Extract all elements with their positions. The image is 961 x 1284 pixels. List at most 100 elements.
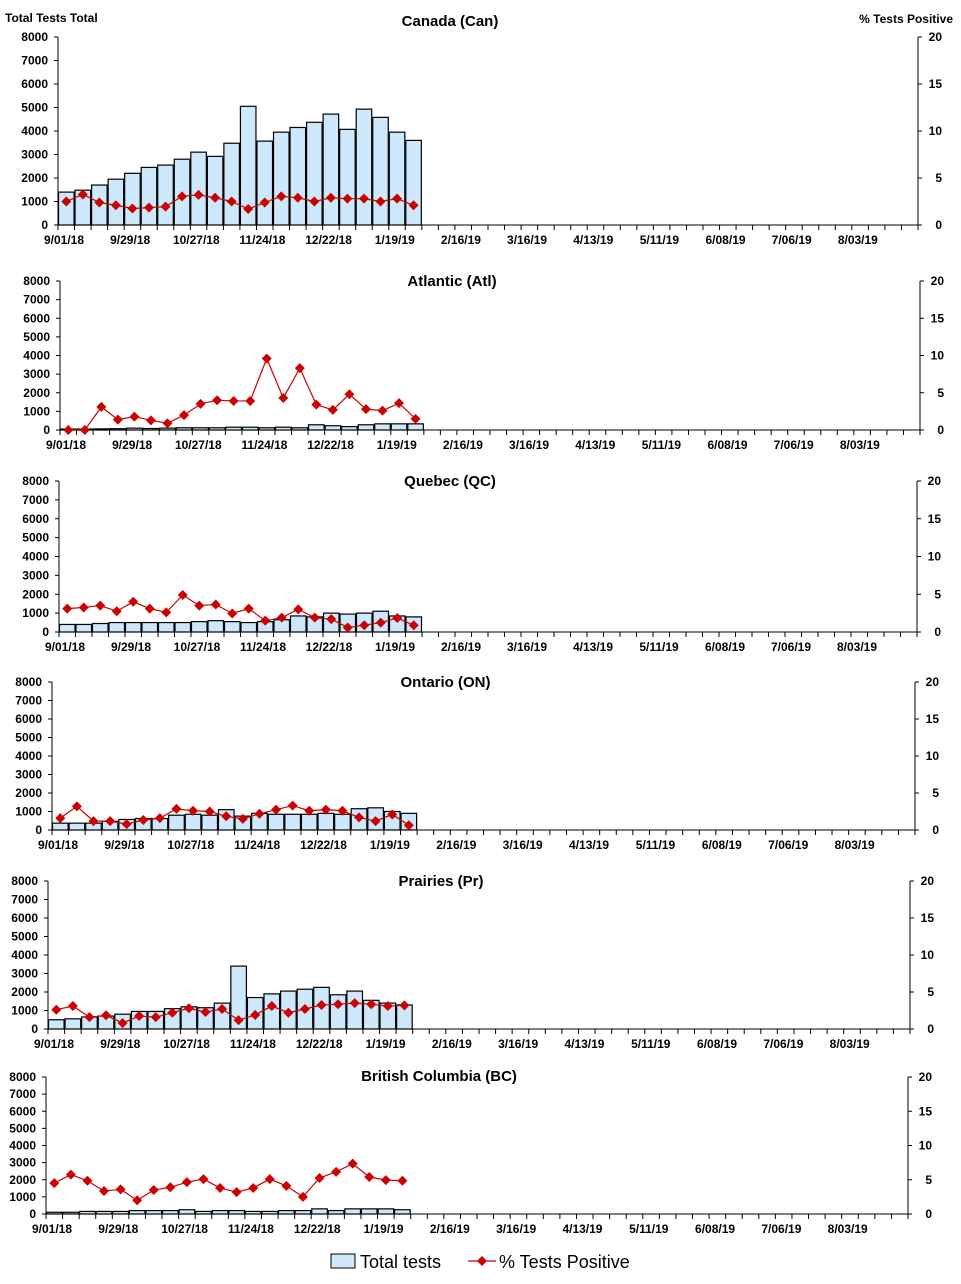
x-tick-label: 1/19/19 (366, 1037, 406, 1051)
bar-total-tests (324, 425, 342, 431)
point-pct-positive (200, 1006, 211, 1017)
x-tick-label: 11/24/18 (230, 1037, 276, 1051)
point-pct-positive (294, 363, 305, 374)
bar-total-tests (51, 822, 69, 831)
x-tick-label: 12/22/18 (307, 438, 354, 452)
chart-panel: Canada (Can) 0 1000 2000 3000 4000 5000 6000 700… (21, 13, 942, 247)
point-pct-positive (195, 398, 206, 409)
x-tick-label: 5/11/19 (631, 1037, 671, 1051)
point-pct-positive (304, 805, 315, 816)
x-tick-label: 2/16/19 (430, 1222, 470, 1236)
x-tick-label: 12/22/18 (296, 1037, 343, 1051)
bar-total-tests (405, 139, 422, 226)
x-tick-label: 11/24/18 (241, 438, 287, 452)
point-pct-positive (245, 395, 256, 406)
y2-tick-label: 0 (935, 218, 942, 232)
bar-total-tests (289, 126, 307, 226)
point-pct-positive (204, 806, 215, 817)
point-pct-positive (111, 606, 122, 617)
y2-tick-label: 5 (927, 985, 934, 999)
x-tick-label: 2/16/19 (443, 438, 483, 452)
y2-tick-label: 5 (932, 786, 939, 800)
x-tick-label: 9/29/18 (110, 233, 150, 247)
x-tick-label: 5/11/19 (640, 233, 680, 247)
x-tick-label: 12/22/18 (305, 233, 352, 247)
x-tick-label: 9/01/18 (45, 640, 85, 654)
y-tick-label: 1000 (23, 404, 50, 418)
point-pct-positive (260, 615, 271, 626)
point-pct-positive (360, 404, 371, 415)
bar-total-tests (339, 128, 356, 226)
point-pct-positive (198, 1174, 209, 1185)
point-pct-positive (316, 999, 327, 1010)
x-tick-label: 9/01/18 (32, 1222, 72, 1236)
point-pct-positive (392, 193, 403, 204)
y-tick-label: 7000 (15, 694, 42, 708)
point-pct-positive (403, 820, 414, 831)
y-tick-label: 2000 (11, 985, 38, 999)
point-pct-positive (370, 816, 381, 827)
point-pct-positive (227, 608, 238, 619)
point-pct-positive (221, 811, 232, 822)
x-tick-label: 6/08/19 (708, 438, 748, 452)
bar-total-tests (124, 621, 142, 633)
legend: Total tests % Tests Positive (330, 1252, 630, 1272)
bar-total-tests (228, 1209, 246, 1215)
point-pct-positive (248, 1182, 259, 1193)
point-pct-positive (333, 999, 344, 1010)
bar-total-tests (305, 121, 323, 226)
x-tick-label: 4/13/19 (569, 838, 609, 852)
point-pct-positive (254, 808, 265, 819)
x-tick-label: 3/16/19 (496, 1222, 536, 1236)
point-pct-positive (138, 815, 149, 826)
bar-total-tests (223, 621, 241, 633)
bar-total-tests (64, 1018, 82, 1030)
bar-total-tests (223, 142, 241, 226)
bar-total-tests (140, 166, 158, 226)
bar-total-tests (206, 155, 224, 226)
point-pct-positive (347, 1158, 358, 1169)
y-tick-label: 4000 (9, 1139, 36, 1153)
x-tick-label: 8/03/19 (838, 233, 878, 247)
bar-total-tests (360, 1208, 378, 1215)
bar-total-tests (334, 813, 351, 831)
x-tick-label: 2/16/19 (432, 1037, 472, 1051)
point-pct-positive (231, 1187, 242, 1198)
point-pct-positive (342, 193, 353, 204)
point-pct-positive (327, 404, 338, 415)
y-tick-label: 3000 (22, 568, 49, 582)
bar-total-tests (58, 623, 76, 633)
y-tick-label: 2000 (9, 1173, 36, 1187)
y-tick-label: 7000 (23, 293, 50, 307)
bar-total-tests (128, 1209, 146, 1215)
x-tick-label: 9/01/18 (38, 838, 78, 852)
x-tick-label: 9/29/18 (98, 1222, 138, 1236)
point-pct-positive (112, 414, 123, 425)
point-pct-positive (183, 1003, 194, 1014)
y-tick-label: 3000 (11, 967, 38, 981)
bar-total-tests (190, 621, 208, 633)
x-tick-label: 8/03/19 (830, 1037, 870, 1051)
x-tick-label: 8/03/19 (835, 838, 875, 852)
x-tick-label: 4/13/19 (573, 233, 613, 247)
point-pct-positive (212, 395, 223, 406)
point-pct-positive (160, 201, 171, 212)
point-pct-positive (408, 620, 419, 631)
chart-title: Prairies (Pr) (398, 873, 483, 890)
point-pct-positive (101, 1010, 112, 1021)
line-pct-positive (66, 193, 414, 210)
point-pct-positive (233, 1015, 244, 1026)
y-tick-label: 2000 (15, 786, 42, 800)
point-pct-positive (110, 200, 121, 211)
x-tick-label: 4/13/19 (564, 1037, 604, 1051)
chart-title: Canada (Can) (402, 13, 499, 30)
bar-total-tests (357, 424, 375, 431)
y2-tick-label: 0 (937, 423, 944, 437)
point-pct-positive (63, 425, 74, 435)
bar-total-tests (355, 108, 373, 226)
y-tick-label: 3000 (15, 768, 42, 782)
point-pct-positive (337, 805, 348, 816)
point-pct-positive (311, 399, 322, 410)
y-tick-label: 7000 (21, 54, 48, 68)
bar-total-tests (322, 113, 340, 226)
